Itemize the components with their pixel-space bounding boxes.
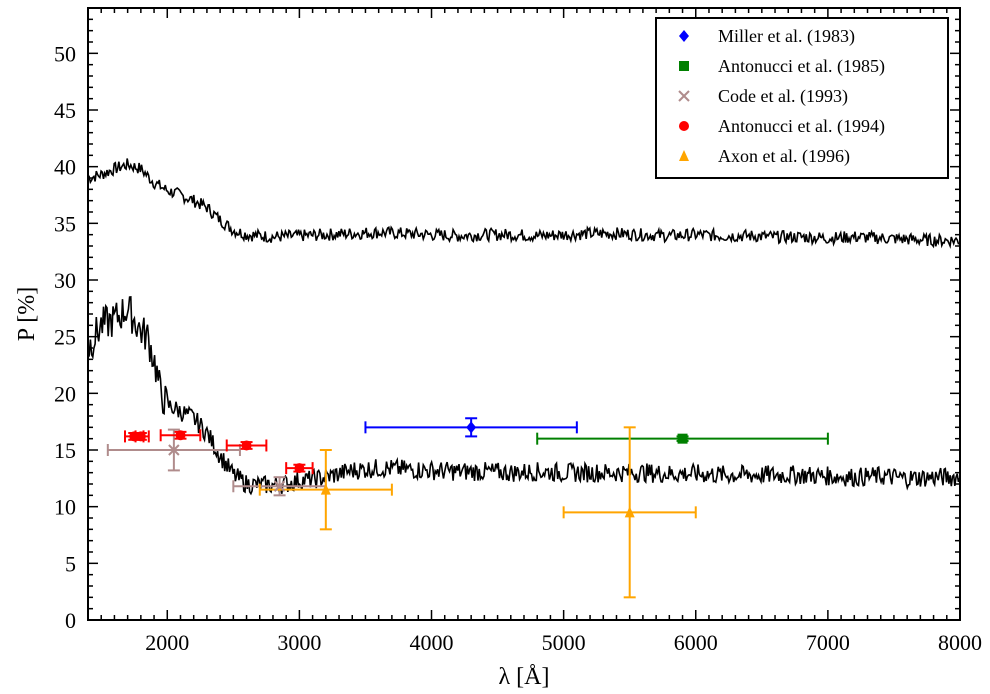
x-tick-label: 8000 [938, 630, 982, 655]
x-tick-label: 4000 [410, 630, 454, 655]
legend-marker [679, 121, 689, 131]
legend-marker [678, 90, 690, 102]
x-tick-label: 2000 [145, 630, 189, 655]
x-tick-label: 6000 [674, 630, 718, 655]
legend-label: Antonucci et al. (1985) [718, 56, 885, 77]
legend-marker [679, 61, 689, 71]
legend-label: Axon et al. (1996) [718, 146, 850, 167]
data-point [241, 440, 252, 451]
data-point [677, 433, 688, 444]
data-point [466, 421, 477, 434]
data-point [273, 480, 286, 492]
legend-marker [679, 30, 689, 42]
legend-box [655, 17, 949, 179]
y-tick-label: 10 [54, 495, 76, 520]
y-tick-label: 20 [54, 381, 76, 406]
y-tick-label: 0 [65, 608, 76, 633]
data-point [320, 483, 331, 495]
spectrum-line [87, 158, 960, 250]
data-point [624, 506, 635, 518]
y-tick-label: 25 [54, 325, 76, 350]
data-point [294, 463, 305, 474]
y-tick-label: 35 [54, 211, 76, 236]
legend-marker [679, 150, 689, 161]
data-point-stroke [273, 480, 286, 492]
y-tick-label: 45 [54, 98, 76, 123]
errorbars [106, 417, 829, 599]
x-tick-label: 3000 [277, 630, 321, 655]
legend-marker-stroke [678, 90, 690, 102]
y-tick-label: 15 [54, 438, 76, 463]
data-point [135, 431, 146, 442]
spectrum-line [87, 295, 961, 496]
x-axis-label: λ [Å] [499, 664, 550, 690]
x-tick-label: 5000 [542, 630, 586, 655]
axis-tick-labels: 2000 3000 4000 5000 6000 7000 8000 0 5 10 15 20 25 30… [54, 41, 982, 655]
markers [129, 421, 688, 518]
y-tick-label: 5 [65, 551, 76, 576]
legend-label: Miller et al. (1983) [718, 26, 855, 47]
legend-label: Code et al. (1993) [718, 86, 848, 107]
legend-label: Antonucci et al. (1994) [718, 116, 885, 137]
data-point [168, 444, 180, 456]
axis-ticks [87, 7, 961, 621]
data-point-stroke [168, 444, 180, 456]
data-point [175, 430, 186, 441]
spectrum-lines [87, 158, 961, 496]
x-tick-label: 7000 [806, 630, 850, 655]
y-tick-label: 40 [54, 155, 76, 180]
y-tick-label: 30 [54, 268, 76, 293]
y-axis-label: P [%] [14, 287, 40, 341]
y-tick-label: 50 [54, 41, 76, 66]
legend: Miller et al. (1983) Antonucci et al. (19… [655, 17, 949, 179]
